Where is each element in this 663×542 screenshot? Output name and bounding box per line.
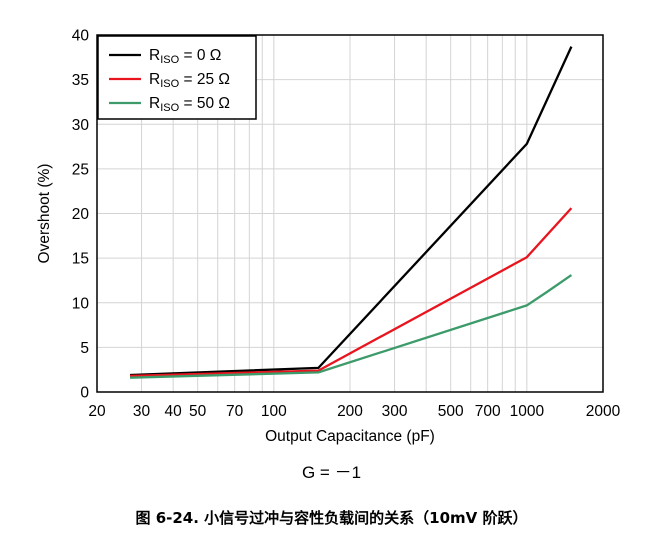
legend: RISO = 0 Ω RISO = 25 Ω RISO = 50 Ω (97, 35, 257, 120)
tick-labels: 20 30 40 50 70 100 200 300 500 700 1000 2000 0 5 10 15 2… (72, 28, 621, 421)
y-tick-label: 30 (72, 117, 90, 134)
x-tick-label: 2000 (586, 403, 621, 420)
legend-label-0: RISO = 0 Ω (149, 47, 221, 66)
y-tick-label: 15 (72, 251, 89, 268)
legend-label-1: RISO = 25 Ω (149, 71, 230, 90)
x-tick-label: 40 (165, 403, 183, 420)
series-line-0 (129, 46, 573, 377)
legend-box (97, 35, 257, 120)
figure-caption: 图 6-24. 小信号过冲与容性负载间的关系（10mV 阶跃） (135, 509, 528, 527)
x-tick-label: 50 (189, 403, 207, 420)
x-axis-title: Output Capacitance (pF) (265, 428, 435, 445)
y-tick-label: 10 (72, 295, 90, 312)
y-tick-label: 25 (72, 161, 89, 178)
x-tick-label: 300 (382, 403, 408, 420)
x-tick-label: 30 (133, 403, 151, 420)
x-tick-label: 700 (475, 403, 501, 420)
overshoot-chart: 20 30 40 50 70 100 200 300 500 700 1000 2000 0 5 10 15 2… (36, 28, 621, 446)
series-line-1 (129, 207, 573, 378)
x-tick-label: 500 (438, 403, 464, 420)
plot-border (96, 34, 604, 393)
y-tick-label: 5 (80, 340, 89, 357)
series-lines (129, 46, 573, 379)
x-tick-label: 200 (337, 403, 363, 420)
x-tick-label: 100 (261, 403, 287, 420)
x-tick-label: 70 (226, 403, 244, 420)
y-axis-title: Overshoot (%) (36, 164, 53, 264)
y-tick-label: 40 (72, 28, 90, 45)
legend-label-2: RISO = 50 Ω (149, 95, 230, 114)
y-tick-label: 20 (72, 206, 90, 223)
y-tick-label: 0 (80, 385, 89, 402)
x-tick-label: 20 (88, 403, 106, 420)
gain-condition-label: G = －1 (301, 463, 362, 482)
y-tick-label: 35 (72, 72, 89, 89)
x-tick-label: 1000 (510, 403, 545, 420)
series-line-2 (129, 274, 573, 379)
